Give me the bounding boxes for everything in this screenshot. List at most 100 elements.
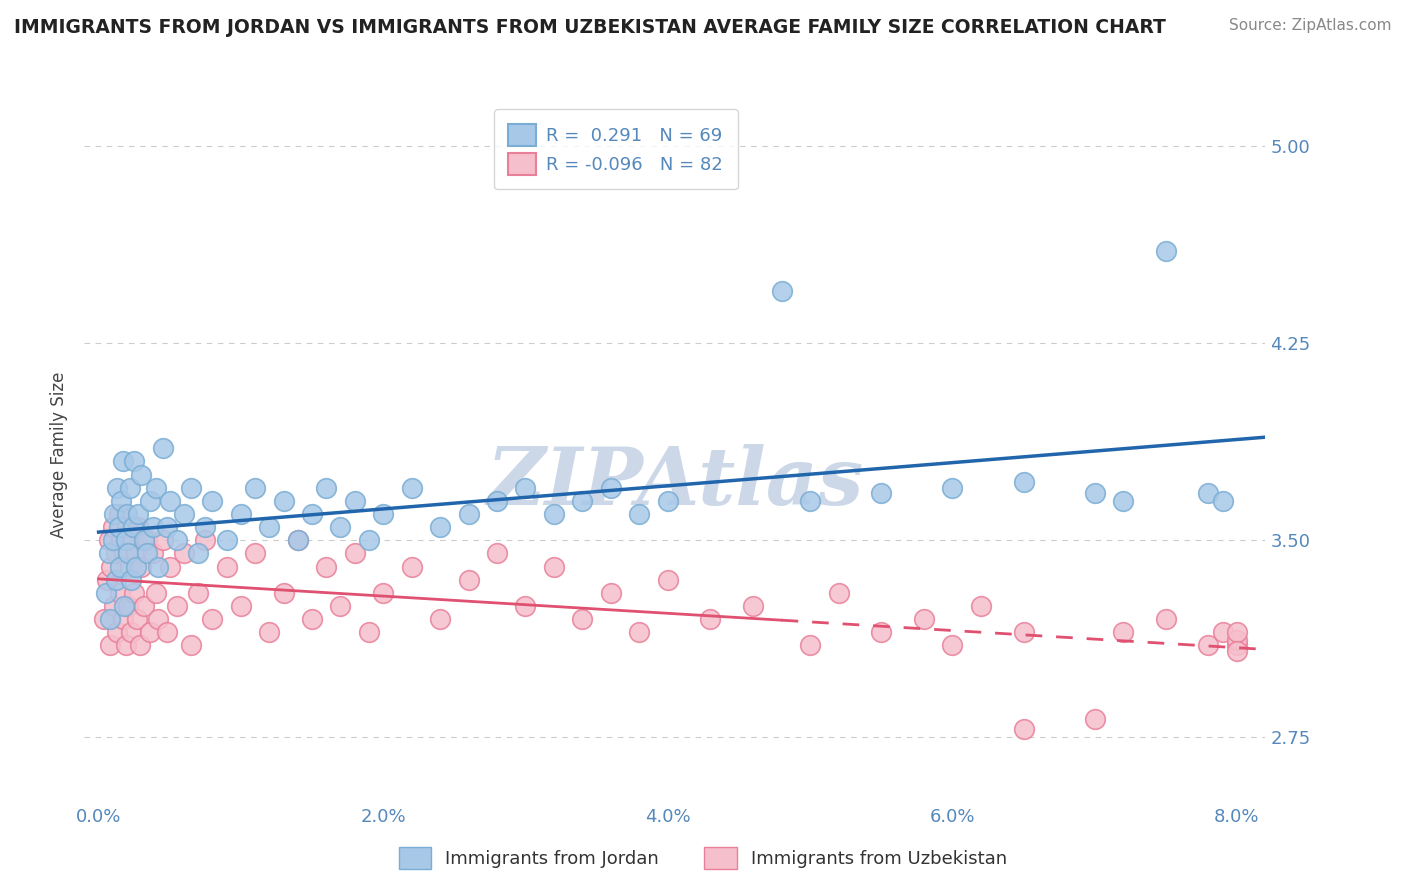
Point — [357, 533, 380, 548]
Point — [287, 533, 309, 548]
Point — [1012, 475, 1035, 490]
Point — [98, 612, 121, 626]
Point — [485, 546, 508, 560]
Point — [114, 638, 136, 652]
Point — [98, 638, 121, 652]
Point — [770, 284, 793, 298]
Point — [599, 481, 621, 495]
Point — [136, 546, 159, 560]
Point — [273, 586, 295, 600]
Point — [1084, 712, 1107, 726]
Point — [118, 481, 141, 495]
Point — [148, 559, 170, 574]
Point — [166, 599, 188, 613]
Point — [97, 546, 120, 560]
Point — [215, 559, 238, 574]
Point — [870, 486, 893, 500]
Point — [941, 638, 963, 652]
Point — [134, 599, 156, 613]
Point — [111, 612, 134, 626]
Point — [1012, 723, 1035, 737]
Point — [259, 625, 281, 640]
Point — [229, 507, 252, 521]
Point — [301, 612, 323, 626]
Point — [117, 546, 139, 560]
Point — [159, 494, 181, 508]
Point — [108, 586, 131, 600]
Point — [357, 625, 380, 640]
Point — [187, 586, 209, 600]
Point — [287, 533, 309, 548]
Point — [343, 494, 366, 508]
Point — [156, 625, 179, 640]
Point — [127, 507, 149, 521]
Point — [112, 546, 135, 560]
Point — [543, 507, 565, 521]
Point — [105, 625, 128, 640]
Point — [103, 507, 125, 521]
Point — [1226, 625, 1249, 640]
Point — [139, 625, 162, 640]
Point — [100, 559, 122, 574]
Point — [121, 520, 143, 534]
Point — [315, 481, 337, 495]
Point — [329, 520, 352, 534]
Point — [103, 599, 125, 613]
Point — [628, 507, 651, 521]
Point — [180, 638, 202, 652]
Point — [93, 612, 115, 626]
Point — [571, 612, 593, 626]
Point — [243, 546, 266, 560]
Point — [117, 599, 139, 613]
Point — [457, 507, 479, 521]
Point — [941, 481, 963, 495]
Point — [1112, 625, 1135, 640]
Point — [343, 546, 366, 560]
Point — [599, 586, 621, 600]
Point — [173, 507, 195, 521]
Point — [124, 559, 146, 574]
Point — [118, 559, 141, 574]
Point — [104, 546, 127, 560]
Point — [129, 559, 152, 574]
Point — [107, 520, 129, 534]
Point — [742, 599, 765, 613]
Text: Source: ZipAtlas.com: Source: ZipAtlas.com — [1229, 18, 1392, 33]
Point — [1212, 625, 1234, 640]
Point — [429, 520, 451, 534]
Point — [373, 586, 395, 600]
Point — [94, 586, 117, 600]
Point — [329, 599, 352, 613]
Point — [114, 533, 136, 548]
Point — [166, 533, 188, 548]
Legend: Immigrants from Jordan, Immigrants from Uzbekistan: Immigrants from Jordan, Immigrants from … — [389, 838, 1017, 879]
Point — [485, 494, 508, 508]
Point — [104, 573, 127, 587]
Point — [429, 612, 451, 626]
Point — [273, 494, 295, 508]
Point — [457, 573, 479, 587]
Point — [1084, 486, 1107, 500]
Point — [142, 520, 165, 534]
Point — [159, 559, 181, 574]
Point — [1226, 643, 1249, 657]
Point — [543, 559, 565, 574]
Point — [142, 546, 165, 560]
Point — [1226, 638, 1249, 652]
Point — [110, 533, 132, 548]
Text: ZIPAtlas: ZIPAtlas — [486, 444, 863, 522]
Y-axis label: Average Family Size: Average Family Size — [51, 372, 69, 538]
Point — [152, 533, 174, 548]
Point — [912, 612, 935, 626]
Point — [122, 586, 145, 600]
Point — [301, 507, 323, 521]
Point — [134, 533, 156, 548]
Point — [571, 494, 593, 508]
Point — [229, 599, 252, 613]
Point — [125, 612, 148, 626]
Point — [201, 612, 224, 626]
Point — [827, 586, 849, 600]
Point — [201, 494, 224, 508]
Point — [215, 533, 238, 548]
Point — [259, 520, 281, 534]
